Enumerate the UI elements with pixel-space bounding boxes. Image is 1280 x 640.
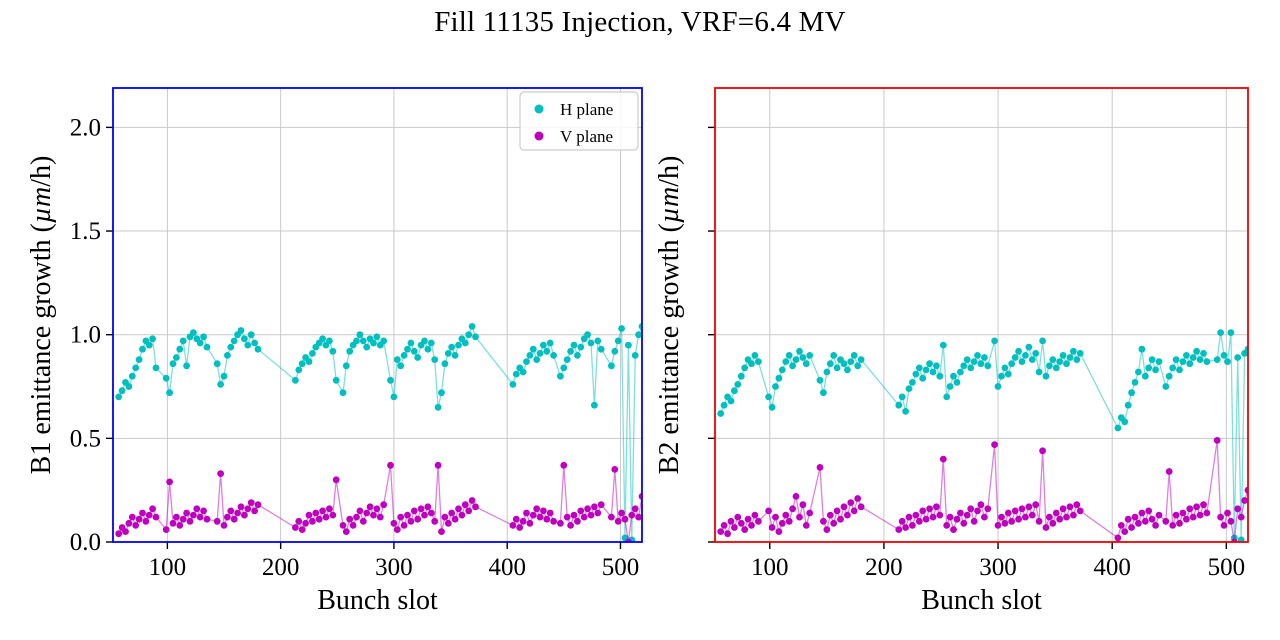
x-tick-label: 500 [1208,554,1246,581]
figure-title: Fill 11135 Injection, VRF=6.4 MV [434,6,846,38]
v-plane-legend-marker [534,131,544,141]
y-tick-label: 0.0 [70,529,101,556]
x-tick-label: 400 [1093,554,1131,581]
legend: H plane V plane [519,91,639,151]
axis-ticks: 100 200 300 400 500 0.0 0.5 1.0 1.5 2.0 [70,114,639,581]
x-tick-label: 300 [375,554,413,581]
h-plane-legend-marker [534,104,544,114]
y-tick-label: 0.5 [70,425,101,452]
y-tick-label: 1.0 [70,322,101,349]
x-tick-label: 100 [149,554,187,581]
gridlines [715,88,1248,542]
legend-label: H plane [560,100,613,119]
legend-label: V plane [560,127,613,146]
x-tick-label: 200 [865,554,903,581]
x-axis-label: Bunch slot [921,585,1042,616]
y-axis-label: B2 emittance growth (µm/h) [654,156,685,475]
gridlines [113,88,642,542]
x-tick-label: 200 [262,554,300,581]
b2-plot: 100 200 300 400 500 Bunch slot B2 emittance gr… [654,87,1249,616]
x-tick-label: 500 [602,554,640,581]
plot-spines [112,87,643,543]
plot-spines [714,87,1249,543]
b1-plot: 100 200 300 400 500 0.0 0.5 1.0 1.5 2.0 Bunch slot… [26,87,643,616]
v-plane-series [115,461,642,542]
x-tick-label: 400 [488,554,526,581]
x-axis-label: Bunch slot [317,585,438,616]
y-tick-label: 2.0 [70,114,101,141]
y-tick-label: 1.5 [70,218,101,245]
axis-ticks: 100 200 300 400 500 [708,126,1246,581]
v-plane-series [717,437,1248,542]
x-tick-label: 100 [751,554,789,581]
x-tick-label: 300 [979,554,1017,581]
h-plane-series [115,323,642,542]
h-plane-series [717,329,1248,542]
y-axis-label: B1 emittance growth (µm/h) [26,156,57,475]
